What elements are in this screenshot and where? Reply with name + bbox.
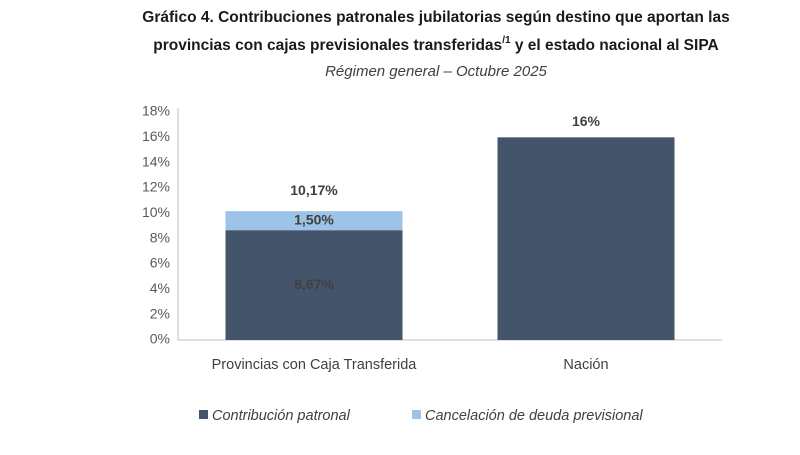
y-tick-label: 2% (150, 305, 170, 321)
bar-segment (225, 230, 403, 340)
data-label: 16% (572, 113, 601, 129)
x-tick-label: Nación (563, 357, 608, 373)
chart-title: provincias con cajas previsionales trans… (153, 37, 502, 54)
x-tick-label: Provincias con Caja Transferida (212, 357, 418, 373)
footnote-mark: /1 (502, 35, 511, 46)
y-tick-label: 14% (142, 153, 170, 169)
y-tick-label: 6% (150, 255, 170, 271)
legend-swatch (412, 410, 421, 419)
chart-title: y el estado nacional al SIPA (515, 37, 719, 54)
legend-label: Contribución patronal (212, 408, 351, 424)
legend-swatch (199, 410, 208, 419)
y-tick-label: 16% (142, 128, 170, 144)
chart-title: Gráfico 4. Contribuciones patronales jub… (142, 9, 729, 26)
y-tick-label: 18% (142, 103, 170, 119)
y-tick-label: 12% (142, 179, 170, 195)
bar-segment (497, 137, 675, 340)
chart-subtitle: Régimen general – Octubre 2025 (325, 63, 547, 80)
chart-title: provincias con cajas previsionales trans… (153, 35, 718, 54)
y-tick-label: 4% (150, 280, 170, 296)
total-label: 10,17% (290, 182, 338, 198)
y-tick-label: 8% (150, 229, 170, 245)
legend-label: Cancelación de deuda previsional (425, 408, 643, 424)
data-label: 8,67% (294, 276, 334, 292)
bar-segment (225, 211, 403, 231)
y-tick-label: 0% (150, 331, 170, 347)
y-tick-label: 10% (142, 204, 170, 220)
data-label: 1,50% (294, 211, 334, 227)
